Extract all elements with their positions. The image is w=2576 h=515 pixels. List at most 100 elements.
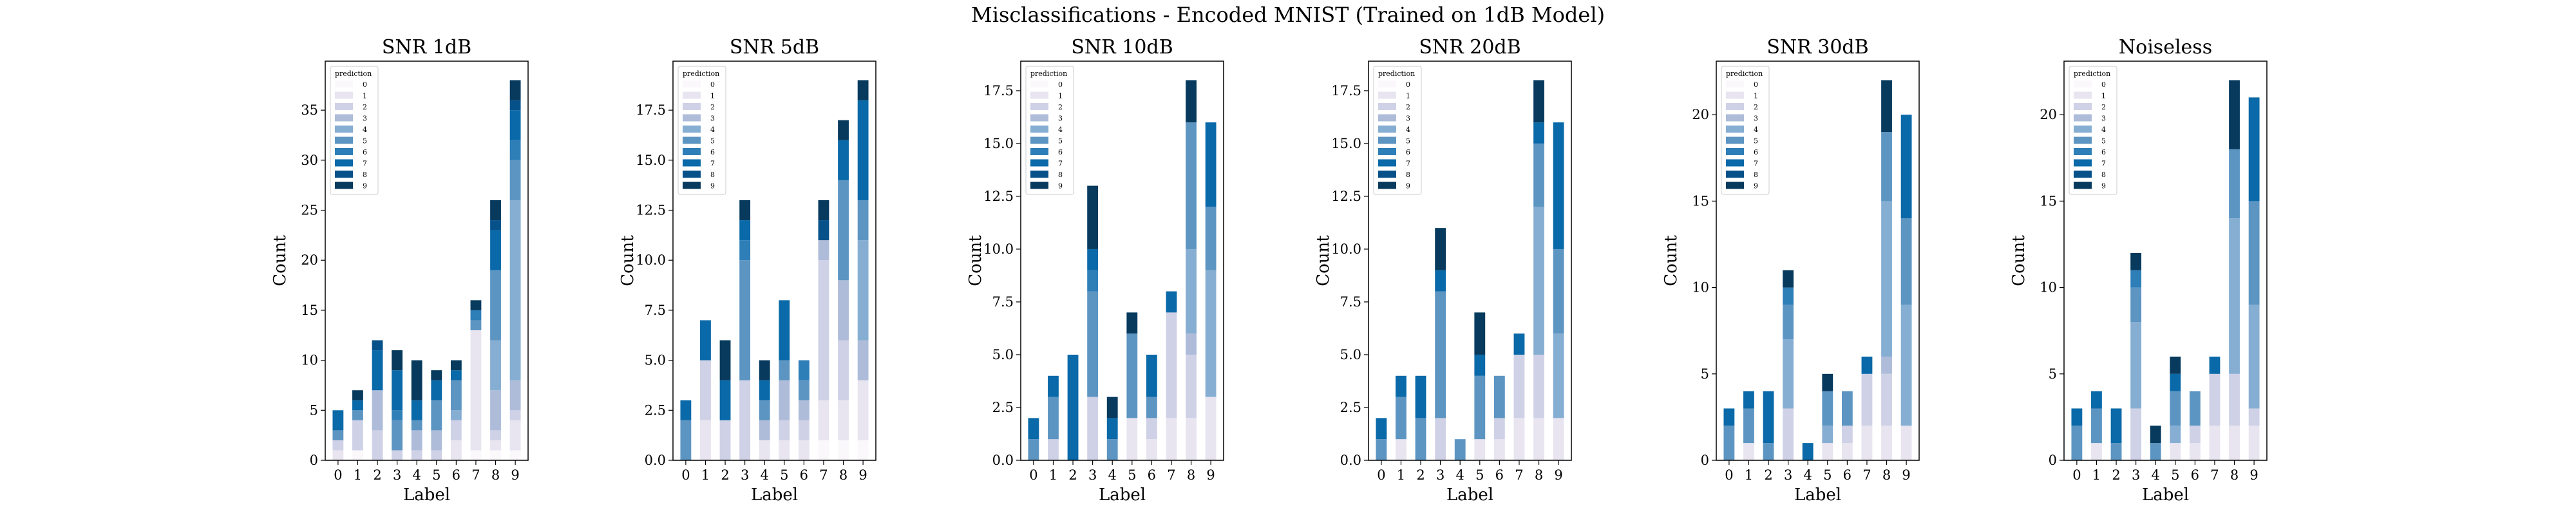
legend: prediction 0 1 2 3 4 5 6 7 8 9 xyxy=(330,66,379,195)
legend-label-9: 9 xyxy=(1406,182,1410,191)
bar-segment-label-1-pred-7 xyxy=(1048,375,1059,397)
x-tick-label: 5 xyxy=(780,467,788,483)
bar-segment-label-0-pred-5 xyxy=(1723,426,1735,460)
bar-segment-label-9-pred-1 xyxy=(1553,418,1564,460)
bar-segment-label-3-pred-5 xyxy=(2130,287,2142,323)
bar-segment-label-3-pred-5 xyxy=(739,260,751,380)
x-tick-label: 7 xyxy=(1515,467,1523,483)
legend-label-7: 7 xyxy=(1058,160,1063,168)
y-tick-label: 0 xyxy=(310,453,318,468)
bar-segment-label-1-pred-5 xyxy=(2091,408,2102,444)
bar-segment-label-7-pred-2 xyxy=(1861,373,1873,426)
bar-segment-label-8-pred-0 xyxy=(490,450,501,460)
legend-label-7: 7 xyxy=(363,160,367,168)
x-tick-label: 2 xyxy=(721,467,729,483)
bar-segment-label-9-pred-1 xyxy=(509,420,521,451)
bar-segment-label-9-pred-7 xyxy=(1205,122,1217,207)
y-tick-label: 5 xyxy=(1701,366,1709,382)
legend-label-2: 2 xyxy=(2101,103,2106,111)
bar-segment-label-7-pred-1 xyxy=(470,330,482,451)
legend-label-1: 1 xyxy=(1754,92,1758,100)
legend-swatch-8 xyxy=(1030,171,1048,178)
x-tick-label: 5 xyxy=(1823,467,1832,483)
legend-swatch-1 xyxy=(1378,91,1396,99)
x-axis-label: Label xyxy=(403,485,450,505)
bar-segment-label-9-pred-7 xyxy=(1553,122,1564,249)
bar-segment-label-1-pred-2 xyxy=(700,360,711,420)
legend-swatch-5 xyxy=(2074,136,2092,144)
legend-swatch-5 xyxy=(1726,136,1744,144)
bar-segment-label-2-pred-7 xyxy=(2110,408,2122,444)
bar-segment-label-1-pred-1 xyxy=(700,420,711,460)
bar-segment-label-3-pred-5 xyxy=(392,420,403,451)
legend-label-6: 6 xyxy=(1406,148,1410,156)
bar-segment-label-1-pred-7 xyxy=(2091,391,2102,409)
legend-label-4: 4 xyxy=(363,126,367,134)
bar-segment-label-6-pred-2 xyxy=(1493,418,1505,440)
x-tick-label: 9 xyxy=(1902,467,1910,483)
bar-segment-label-1-pred-7 xyxy=(1396,375,1406,397)
bar-segment-label-8-pred-7 xyxy=(490,230,501,270)
y-tick-label: 5.0 xyxy=(992,347,1014,362)
x-tick-label: 5 xyxy=(1475,467,1484,483)
bar-segment-label-4-pred-5 xyxy=(411,420,422,431)
bar-segment-label-5-pred-9 xyxy=(1474,312,1486,355)
legend-swatch-0 xyxy=(1726,80,1744,88)
bar-segment-label-1-pred-7 xyxy=(700,320,711,360)
legend-swatch-7 xyxy=(1378,159,1396,167)
bar-segment-label-9-pred-4 xyxy=(509,200,521,380)
legend-label-0: 0 xyxy=(363,80,367,89)
bar-segment-label-4-pred-7 xyxy=(759,380,770,400)
legend-label-5: 5 xyxy=(1754,137,1758,145)
legend-label-4: 4 xyxy=(1754,126,1758,134)
y-axis-label: Count xyxy=(966,235,985,286)
legend-label-0: 0 xyxy=(710,80,715,89)
plot-frame xyxy=(1368,61,1572,461)
x-tick-label: 1 xyxy=(1397,467,1405,483)
bar-segment-label-4-pred-3 xyxy=(411,430,422,451)
y-tick-label: 25 xyxy=(301,203,318,218)
bar-segment-label-7-pred-7 xyxy=(1513,333,1525,355)
bar-segment-label-8-pred-5 xyxy=(490,270,501,341)
bar-segment-label-6-pred-1 xyxy=(1146,439,1157,460)
bar-segment-label-5-pred-3 xyxy=(779,380,790,420)
legend-swatch-4 xyxy=(1726,126,1744,133)
bar-segment-label-1-pred-1 xyxy=(1396,439,1406,460)
legend-swatch-7 xyxy=(1030,159,1048,167)
bar-segment-label-4-pred-9 xyxy=(759,360,770,380)
legend-label-6: 6 xyxy=(710,148,715,156)
legend-swatch-2 xyxy=(683,103,701,110)
bar-segment-label-8-pred-3 xyxy=(1186,333,1197,355)
y-tick-label: 0.0 xyxy=(992,453,1014,468)
y-axis-label: Count xyxy=(1314,235,1333,286)
y-tick-label: 20 xyxy=(301,252,318,268)
legend-label-8: 8 xyxy=(2101,171,2106,179)
bar-segment-label-6-pred-4 xyxy=(450,410,462,420)
legend-label-6: 6 xyxy=(363,148,367,156)
legend-label-1: 1 xyxy=(2101,92,2106,100)
bar-segment-label-1-pred-9 xyxy=(352,390,363,400)
legend-swatch-3 xyxy=(2074,114,2092,122)
y-tick-label: 2.5 xyxy=(992,400,1014,415)
legend-label-3: 3 xyxy=(1406,115,1410,123)
bar-segment-label-7-pred-2 xyxy=(2209,373,2221,426)
bar-segment-label-5-pred-9 xyxy=(2170,356,2181,374)
y-tick-label: 10 xyxy=(1692,280,1709,295)
bar-segment-label-1-pred-2 xyxy=(352,420,363,451)
bar-segment-label-2-pred-3 xyxy=(372,390,383,431)
y-tick-label: 7.5 xyxy=(992,294,1014,310)
bar-segment-label-9-pred-2 xyxy=(509,410,521,420)
bar-segment-label-3-pred-2 xyxy=(1783,408,1794,460)
legend-swatch-1 xyxy=(1726,91,1744,99)
x-tick-label: 0 xyxy=(334,467,342,483)
y-axis-label: Count xyxy=(270,235,290,286)
bar-segment-label-4-pred-9 xyxy=(1106,397,1118,418)
legend-label-3: 3 xyxy=(2101,115,2106,123)
x-tick-label: 7 xyxy=(819,467,828,483)
legend: prediction 0 1 2 3 4 5 6 7 8 9 xyxy=(1025,66,1074,195)
bar-segment-label-1-pred-5 xyxy=(1396,397,1406,440)
x-tick-label: 4 xyxy=(1804,467,1812,483)
y-tick-label: 30 xyxy=(301,153,318,168)
legend-swatch-0 xyxy=(2074,80,2092,88)
